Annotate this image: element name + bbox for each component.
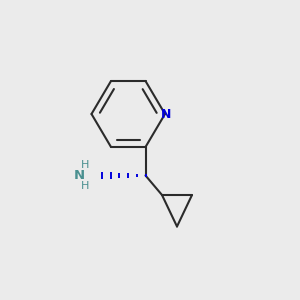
Text: N: N	[74, 169, 85, 182]
Text: H: H	[81, 181, 90, 191]
Text: N: N	[161, 107, 171, 121]
Text: H: H	[81, 160, 90, 170]
